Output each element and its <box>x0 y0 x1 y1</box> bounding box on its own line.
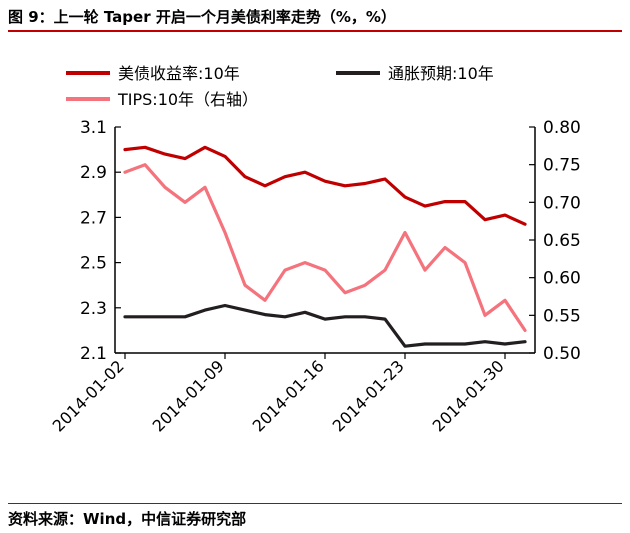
series-3-point <box>524 329 526 332</box>
series-1-point <box>304 171 306 173</box>
x-tick-label: 2014-01-16 <box>249 356 328 435</box>
series-2-point <box>264 313 266 316</box>
series-3-point <box>204 186 206 189</box>
legend-label-2: 通胀预期:10年 <box>388 64 494 83</box>
series-3-point <box>284 269 286 271</box>
series-1-point <box>524 223 526 225</box>
series-3-point <box>424 269 426 271</box>
series-1-point <box>444 200 446 203</box>
series-1-point <box>264 185 266 187</box>
series-3-point <box>224 231 226 234</box>
series-2-point <box>284 316 286 318</box>
series-2-point <box>444 343 446 345</box>
right-tick-label: 0.55 <box>543 306 581 326</box>
source-note: 资料来源：Wind，中信证券研究部 <box>8 510 247 528</box>
series-2-point <box>304 311 306 314</box>
series-1-point <box>184 157 186 160</box>
series-1-point <box>484 218 486 221</box>
series-2-point <box>384 318 386 320</box>
series-3-point <box>244 284 246 287</box>
series-3-point <box>264 299 266 302</box>
right-tick-label: 0.60 <box>543 269 581 289</box>
series-3-point <box>464 261 466 264</box>
series-3-point <box>484 314 486 317</box>
series-1-point <box>244 175 246 178</box>
series-2-point <box>204 309 206 311</box>
series-3-point <box>164 186 166 189</box>
line-chart: 2.1 2.3 2.5 2.7 2.9 3.1 0.50 0.55 0.60 0.65 0.70 0.… <box>49 64 581 436</box>
series-2-point <box>424 343 426 345</box>
series-2-point <box>124 316 126 318</box>
left-tick-label: 2.5 <box>80 254 107 274</box>
footer-divider <box>8 503 622 504</box>
left-tick-label: 3.1 <box>80 118 107 138</box>
right-tick-label: 0.75 <box>543 156 581 176</box>
series-2-point <box>524 340 526 343</box>
series-2-point <box>164 316 166 318</box>
series-1-point <box>464 200 466 203</box>
series-1-point <box>404 196 406 198</box>
series-2-point <box>144 316 146 318</box>
legend-label-1: 美债收益率:10年 <box>118 64 240 83</box>
series-3-point <box>124 171 126 173</box>
series-3-point <box>384 269 386 271</box>
series-2-point <box>504 343 506 345</box>
series-3-point <box>504 299 506 302</box>
x-tick-label: 2014-01-09 <box>149 356 228 435</box>
x-tick-label: 2014-01-02 <box>49 356 128 435</box>
series-3-point <box>404 231 406 234</box>
series-1-point <box>344 185 346 187</box>
series-2-point <box>224 304 226 307</box>
right-tick-label: 0.70 <box>543 193 581 213</box>
series-2-point <box>184 316 186 318</box>
series-2-point <box>404 345 406 348</box>
series-1-point <box>424 205 426 207</box>
series-1-point <box>284 175 286 178</box>
series-3-point <box>344 291 346 294</box>
series-3-point <box>324 269 326 271</box>
series-3-point <box>184 201 186 204</box>
series-1-point <box>224 155 226 158</box>
series-1-point <box>384 178 386 180</box>
series-1-point <box>364 182 366 185</box>
series-line-3 <box>123 163 527 332</box>
series-line-2 <box>123 303 527 348</box>
series-2-point <box>484 340 486 343</box>
legend-label-3: TIPS:10年（右轴） <box>117 90 258 109</box>
series-1-point <box>164 153 166 155</box>
series-3-point <box>364 284 366 287</box>
series-2-point <box>364 316 366 318</box>
left-tick-label: 2.3 <box>80 299 107 319</box>
series-1-point <box>324 180 326 182</box>
title-divider <box>8 30 622 32</box>
left-tick-label: 2.7 <box>80 208 107 228</box>
series-3-point <box>444 246 446 249</box>
series-2-point <box>324 318 326 320</box>
x-tick-label: 2014-01-30 <box>429 356 508 435</box>
right-tick-label: 0.65 <box>543 231 581 251</box>
right-tick-label: 0.80 <box>543 118 581 138</box>
series-2-point <box>244 309 246 311</box>
left-tick-label: 2.1 <box>80 344 107 364</box>
x-tick-label: 2014-01-23 <box>329 356 408 435</box>
series-1-point <box>124 148 126 151</box>
chart-title: 图 9：上一轮 Taper 开启一个月美债利率走势（%，%） <box>8 8 396 26</box>
series-2-point <box>344 316 346 318</box>
left-tick-label: 2.9 <box>80 163 107 183</box>
right-tick-label: 0.50 <box>543 344 581 364</box>
series-1-point <box>144 146 146 149</box>
series-1-point <box>204 146 206 149</box>
series-3-point <box>304 261 306 264</box>
series-2-point <box>464 343 466 345</box>
series-1-point <box>504 214 506 216</box>
series-3-point <box>144 163 146 166</box>
